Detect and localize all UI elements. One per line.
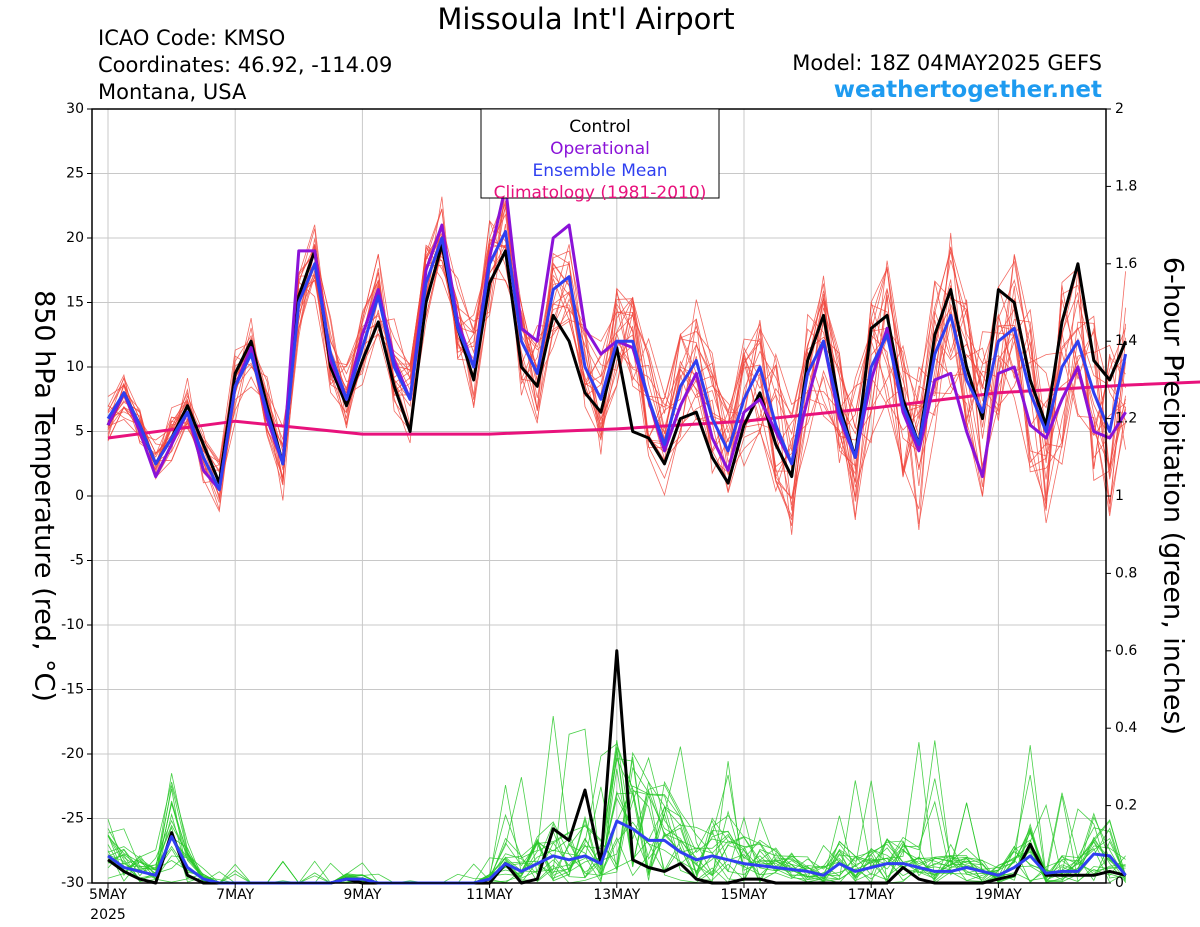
temp-member-line [107, 194, 1126, 503]
y-tick-label: 15 [66, 295, 84, 311]
y-tick-label: 10 [66, 359, 84, 375]
legend-climatology: Climatology (1981-2010) [494, 183, 707, 203]
temp-member-line [107, 246, 1126, 521]
y2-tick-label: 0 [1115, 875, 1124, 891]
y-axis-title: 850 hPa Temperature (red, °C) [29, 290, 60, 702]
model-run: Model: 18Z 04MAY2025 GEFS [792, 51, 1102, 75]
x-tick-label: 13MAY [593, 887, 640, 903]
y-tick-label: 30 [66, 101, 84, 117]
y2-tick-label: 1.6 [1115, 256, 1137, 272]
y-tick-label: 20 [66, 230, 84, 246]
y-tick-label: -10 [61, 617, 84, 633]
y-tick-label: -25 [61, 811, 84, 827]
y2-tick-label: 1 [1115, 488, 1124, 504]
x-tick-label: 19MAY [975, 887, 1022, 903]
icao-code: ICAO Code: KMSO [98, 26, 286, 50]
x-tick-label: 11MAY [466, 887, 513, 903]
series-line-ensemble-mean [106, 230, 1128, 492]
legend-operational: Operational [550, 139, 650, 159]
y2-tick-label: 0.2 [1115, 798, 1137, 814]
temp-member-line [107, 249, 1126, 535]
x-tick-label: 9MAY [343, 887, 381, 903]
y2-tick-label: 0.8 [1115, 565, 1137, 581]
axes [87, 108, 1111, 888]
y-tick-label: -20 [61, 746, 84, 762]
y2-tick-label: 1.8 [1115, 178, 1137, 194]
temp-member-line [107, 203, 1126, 518]
y2-tick-label: 2 [1115, 101, 1124, 117]
y-tick-label: -30 [61, 875, 84, 891]
y2-tick-label: 0.6 [1115, 643, 1137, 659]
legend-box [480, 108, 720, 199]
x-year-label: 2025 [90, 907, 126, 923]
y-tick-label: 25 [66, 166, 84, 182]
y-tick-label: 5 [75, 424, 84, 440]
x-tick-label: 17MAY [848, 887, 895, 903]
site-link[interactable]: weathertogether.net [833, 77, 1102, 103]
y2-tick-label: 1.4 [1115, 333, 1137, 349]
x-tick-label: 5MAY [89, 887, 127, 903]
y2-axis-title: 6-hour Precipitation (green, inches) [1158, 257, 1189, 735]
legend-control: Control [569, 117, 630, 137]
x-tick-label: 15MAY [721, 887, 768, 903]
tick-labels: 302520151050-5-10-15-20-25-3021.81.61.41… [61, 101, 1137, 923]
coordinates: Coordinates: 46.92, -114.09 [98, 53, 393, 77]
y-tick-label: -15 [61, 682, 84, 698]
legend: Control Operational Ensemble Mean Climat… [480, 108, 720, 203]
y2-tick-label: 1.2 [1115, 411, 1137, 427]
legend-ensemble-mean: Ensemble Mean [532, 161, 667, 181]
page-title: Missoula Int'l Airport [437, 2, 735, 36]
y-tick-label: 0 [75, 488, 84, 504]
precip-member-line [107, 751, 1126, 884]
region: Montana, USA [98, 80, 247, 104]
y2-tick-label: 0.4 [1115, 720, 1137, 736]
y-tick-label: -5 [70, 553, 84, 569]
x-tick-label: 7MAY [216, 887, 254, 903]
series-line-climatology-1981-2010- [107, 380, 1200, 440]
